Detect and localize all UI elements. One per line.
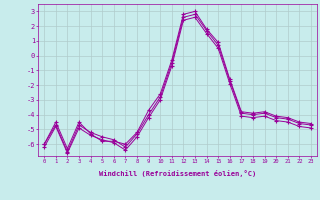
X-axis label: Windchill (Refroidissement éolien,°C): Windchill (Refroidissement éolien,°C) (99, 170, 256, 177)
